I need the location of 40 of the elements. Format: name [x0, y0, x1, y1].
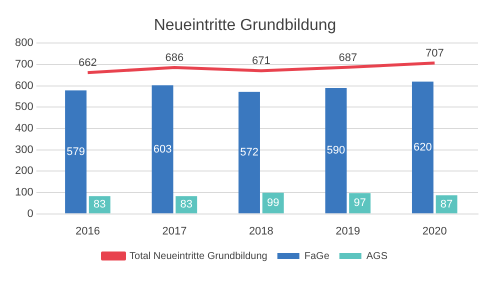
y-tick-label: 200	[14, 165, 34, 178]
y-tick-label: 800	[14, 37, 34, 50]
bar	[65, 90, 87, 214]
bar	[152, 85, 174, 214]
x-tick-label: 2018	[248, 225, 274, 238]
data-label: 671	[252, 55, 270, 68]
y-tick-label: 700	[14, 58, 34, 71]
x-tick-label: 2016	[75, 225, 100, 238]
data-label: 97	[354, 197, 366, 210]
data-label: 99	[266, 197, 280, 210]
y-tick-label: 500	[14, 101, 34, 114]
data-label: 620	[414, 141, 432, 154]
bar	[349, 193, 371, 214]
bar	[412, 82, 434, 214]
data-label: 687	[338, 52, 358, 64]
x-tick-label: 2017	[162, 225, 187, 238]
bar	[238, 92, 260, 214]
bar	[325, 88, 347, 214]
data-label: 603	[153, 143, 172, 156]
data-label: 590	[326, 144, 346, 157]
data-label: 686	[165, 52, 184, 64]
bar	[436, 195, 458, 214]
data-label: 83	[94, 198, 106, 211]
legend-label: Total Neueintritte Grundbildung	[130, 250, 268, 262]
chart-title: Neueintritte Grundbildung	[154, 17, 336, 34]
data-label: 572	[240, 146, 258, 159]
data-label: 662	[78, 57, 97, 70]
y-tick-label: 0	[27, 208, 34, 220]
data-label: 83	[180, 198, 192, 211]
y-tick-label: 400	[14, 122, 34, 135]
legend-label: FaGe	[304, 250, 330, 262]
y-tick-label: 100	[14, 186, 34, 199]
y-tick-label: 300	[14, 144, 34, 156]
data-label: 87	[440, 198, 453, 210]
legend-label: AGS	[366, 250, 388, 262]
data-label: 579	[66, 146, 85, 158]
y-tick-label: 600	[14, 80, 34, 92]
x-tick-label: 2020	[422, 225, 447, 238]
data-label: 707	[425, 48, 444, 60]
x-tick-label: 2019	[336, 225, 360, 238]
